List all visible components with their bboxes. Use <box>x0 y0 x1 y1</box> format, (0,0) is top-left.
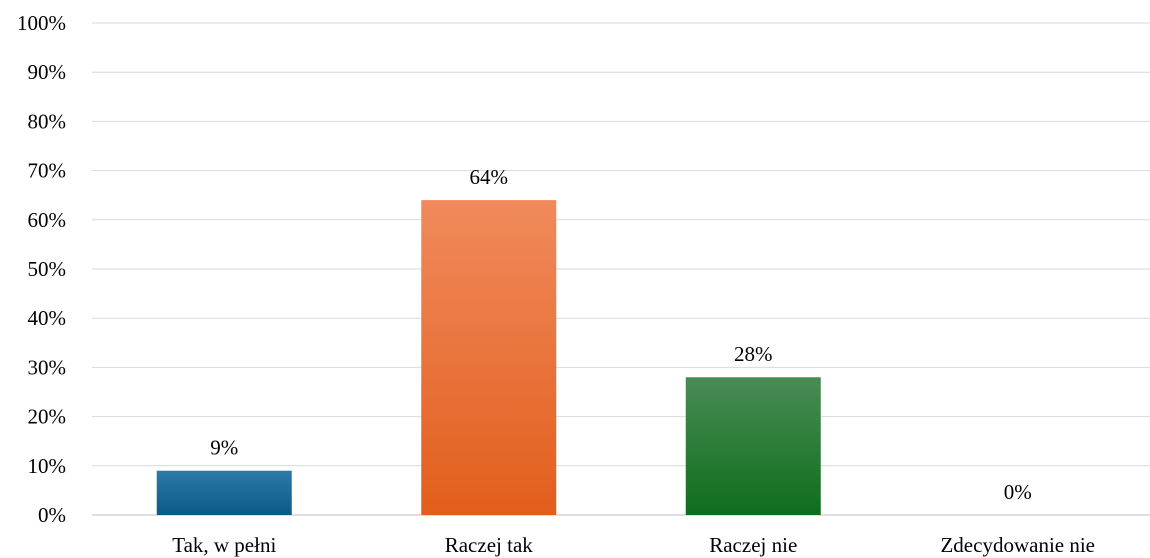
y-tick-label: 80% <box>28 109 67 133</box>
category-labels: Tak, w pełni Raczej tak Raczej nie Zdecydow… <box>172 533 1095 557</box>
y-tick-label: 60% <box>28 208 67 232</box>
data-label: 28% <box>734 342 773 366</box>
y-tick-label: 10% <box>28 454 67 478</box>
data-label: 0% <box>1004 480 1032 504</box>
y-tick-label: 100% <box>17 11 66 35</box>
y-axis-ticks: 0% 10% 20% 30% 40% 50% 60% 70% 80% 90% 100% <box>17 11 66 527</box>
y-tick-label: 20% <box>28 405 67 429</box>
y-tick-label: 70% <box>28 159 67 183</box>
bar-2 <box>421 200 557 515</box>
x-tick-label: Tak, w pełni <box>172 533 276 557</box>
x-tick-label: Raczej nie <box>709 533 797 557</box>
y-tick-label: 90% <box>28 60 67 84</box>
x-tick-label: Raczej tak <box>445 533 534 557</box>
y-tick-label: 50% <box>28 257 67 281</box>
y-tick-label: 0% <box>38 503 66 527</box>
y-tick-label: 40% <box>28 306 67 330</box>
data-label: 9% <box>210 436 238 460</box>
y-tick-label: 30% <box>28 355 67 379</box>
bar-1 <box>156 470 292 515</box>
data-label: 64% <box>470 165 509 189</box>
gridlines <box>92 22 1150 516</box>
bars <box>156 200 821 515</box>
x-tick-label: Zdecydowanie nie <box>940 533 1095 557</box>
bar-3 <box>685 377 821 515</box>
data-labels: 9% 64% 28% 0% <box>210 165 1032 504</box>
